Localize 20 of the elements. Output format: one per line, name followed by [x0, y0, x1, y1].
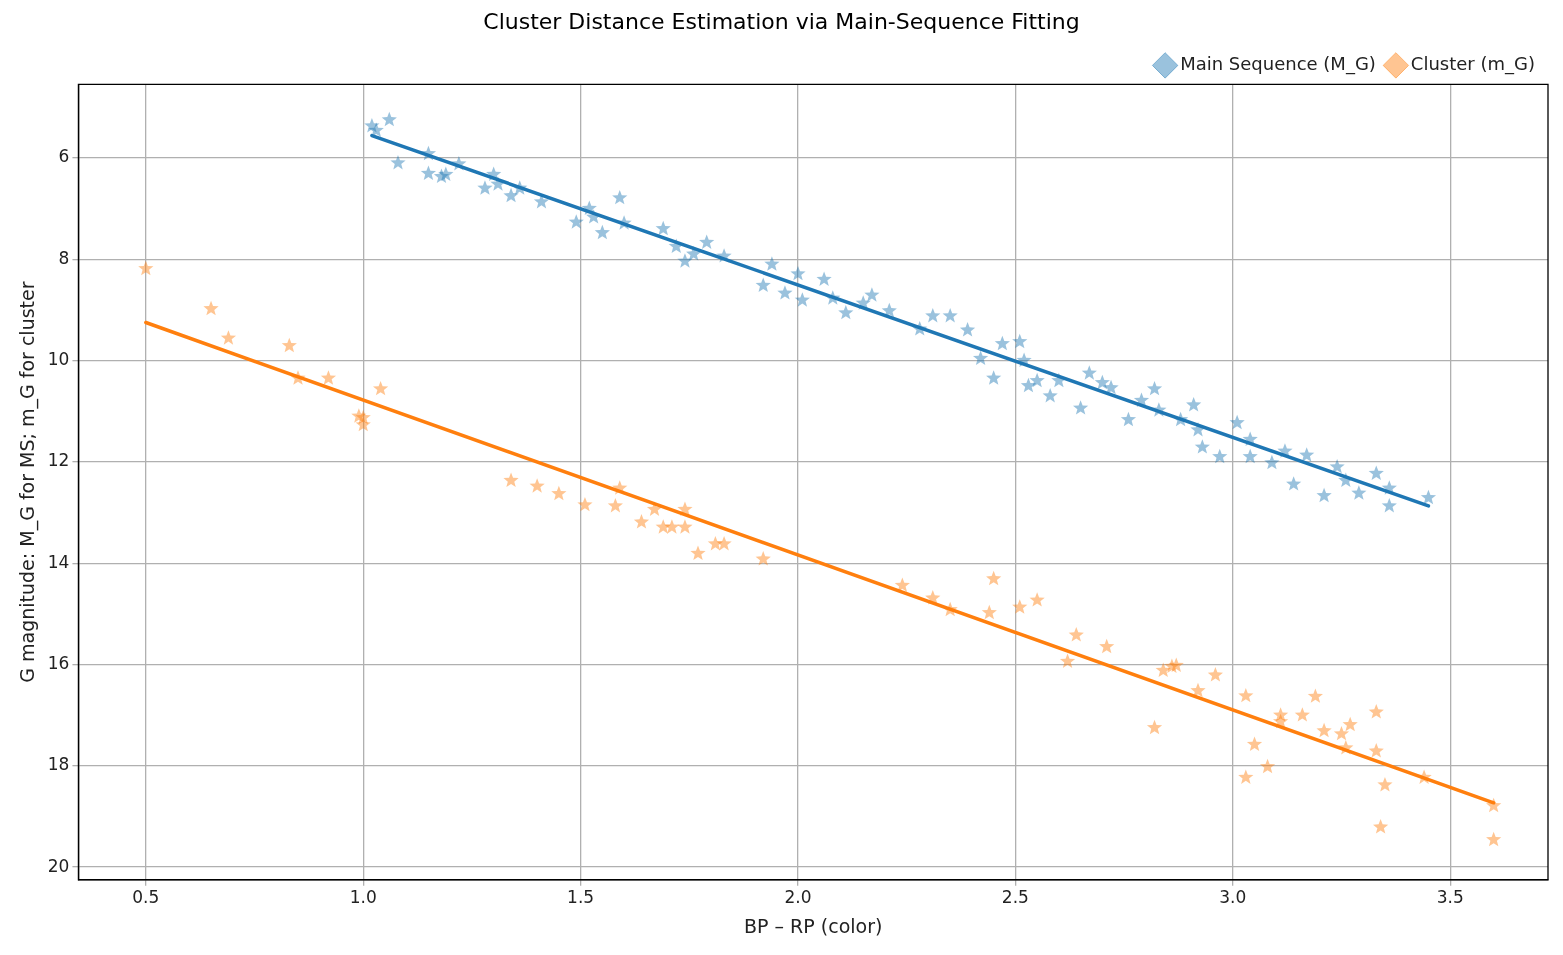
x-axis-title: BP – RP (color) [744, 914, 883, 937]
x-tick-label: 3.5 [1436, 887, 1464, 908]
y-tick-label: 8 [58, 247, 70, 268]
x-tick-label: 2.0 [784, 887, 812, 908]
x-tick-label: 2.5 [1001, 887, 1029, 908]
y-tick-label: 10 [47, 348, 70, 369]
y-tick-label: 18 [47, 754, 70, 775]
y-tick-label: 6 [58, 146, 70, 167]
x-tick-label: 1.0 [349, 887, 377, 908]
x-tick-label: 0.5 [132, 887, 160, 908]
y-tick-label: 12 [47, 450, 70, 471]
y-tick-label: 20 [47, 855, 70, 876]
chart-title: Cluster Distance Estimation via Main-Sequence Fitting [483, 8, 1080, 34]
legend-label: Cluster (m_G) [1410, 53, 1535, 76]
legend-label: Main Sequence (M_G) [1180, 53, 1376, 76]
y-tick-label: 14 [47, 551, 70, 572]
x-tick-label: 1.5 [567, 887, 595, 908]
y-axis-title: G magnitude: M_G for MS; m_G for cluster [16, 281, 40, 683]
x-tick-label: 3.0 [1219, 887, 1247, 908]
y-tick-label: 16 [47, 652, 70, 673]
